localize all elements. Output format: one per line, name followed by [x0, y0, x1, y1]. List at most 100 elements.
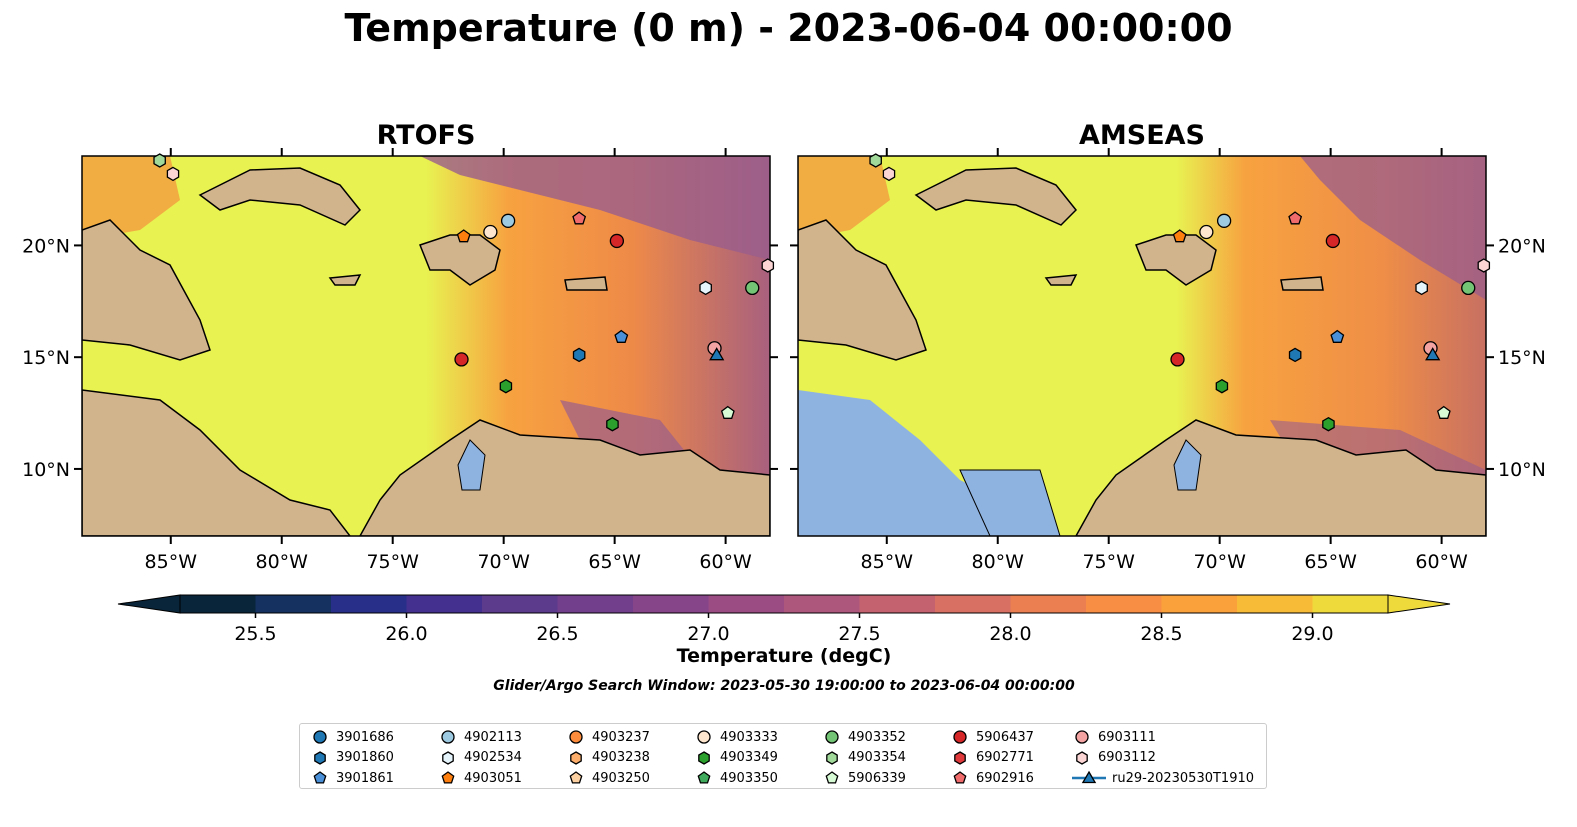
float-marker-4903349: [1215, 378, 1229, 394]
float-marker-5906437: [1325, 233, 1341, 249]
float-marker-4903349: [1322, 416, 1335, 432]
legend-label: 5906339: [848, 770, 906, 786]
colorbar-segment: [482, 595, 558, 613]
legend-entry: 4903352: [820, 727, 906, 747]
legend-label: 4903354: [848, 750, 906, 765]
float-marker-4902113: [1216, 213, 1232, 228]
legend-circle-marker: [441, 730, 455, 744]
colorbar-segment: [1086, 595, 1162, 613]
float-marker-6903112: [761, 258, 775, 273]
legend-label: 4902113: [464, 729, 522, 745]
float-marker-4903352: [745, 280, 760, 296]
legend-entry: 5906339: [820, 768, 906, 788]
legend-entry: 6903111: [1070, 727, 1156, 747]
hexagon-icon: [954, 750, 966, 765]
float-marker-6902916: [1288, 211, 1303, 225]
circle-icon: [825, 730, 839, 744]
legend-entry: ru29-20230530T1910: [1070, 768, 1254, 788]
legend-entry: 4903354: [820, 748, 906, 768]
legend-label: ru29-20230530T1910: [1112, 770, 1255, 786]
float-marker-5906437: [609, 233, 625, 249]
colorbar-segment: [1161, 595, 1238, 613]
colorbar-segment: [859, 595, 936, 613]
legend-pentagon-marker: [825, 771, 839, 784]
lat-tick-label: 20°N: [1498, 235, 1546, 257]
legend-pentagon-marker: [697, 771, 711, 784]
colorbar-tick-label: 25.5: [234, 623, 276, 645]
legend-hexagon-marker: [314, 750, 326, 765]
legend-entry: 4903349: [692, 748, 778, 768]
pentagon-icon: [825, 771, 839, 784]
legend-label: 6902916: [976, 770, 1034, 786]
float-marker-5906339: [720, 405, 735, 419]
colorbar-segment: [633, 595, 709, 613]
colorbar-extend-high: [1387, 594, 1451, 614]
legend-label: 4902534: [464, 750, 522, 765]
colorbar-segment: [935, 595, 1011, 613]
hexagon-icon: [442, 750, 454, 765]
legend-label: 4903238: [592, 750, 650, 765]
legend-circle-marker: [1075, 730, 1089, 744]
float-markers: [153, 153, 1491, 432]
hexagon-icon: [826, 750, 838, 765]
legend-hexagon-marker: [570, 750, 582, 765]
float-marker-6903112: [1477, 258, 1491, 273]
colorbar-segment: [1010, 595, 1087, 613]
colorbar: 25.5 26.0 26.5 27.0 27.5 28.0 28.5 29.0: [117, 594, 1451, 645]
circle-icon: [697, 730, 711, 744]
colorbar-tick-label: 28.0: [989, 623, 1031, 645]
circle-icon: [1075, 730, 1089, 744]
colorbar-segment: [406, 595, 483, 613]
float-marker-3901861: [1330, 329, 1345, 343]
legend-entry: 4903051: [436, 768, 522, 788]
legend-label: 4903352: [848, 729, 906, 745]
float-marker-6903112: [882, 166, 896, 182]
legend-circle-marker: [569, 730, 583, 744]
colorbar-segment: [557, 595, 634, 613]
lat-tick-label: 20°N: [22, 235, 70, 257]
legend-hexagon-marker: [826, 750, 838, 765]
lon-tick-label: 75°W: [1082, 551, 1135, 573]
map-figure: 85°W 80°W 75°W 70°W 65°W 60°W 20°N 15°N 10°N 85°W…: [22, 148, 1546, 645]
float-marker-4902113: [500, 213, 516, 228]
legend-entry: 4902113: [436, 727, 522, 747]
colorbar-extend-low: [117, 594, 181, 614]
pentagon-icon: [569, 771, 583, 784]
legend: 3901686 3901860 3901861 4902113 4902534 49030…: [299, 723, 1267, 789]
float-marker-4902534: [699, 280, 712, 296]
lon-tick-label: 70°W: [1193, 551, 1246, 573]
float-marker-4903354: [869, 153, 882, 168]
legend-label: 3901860: [336, 750, 394, 765]
lon-tick-label: 80°W: [972, 551, 1025, 573]
lat-tick-label: 10°N: [1498, 459, 1546, 481]
panel-title-rtofs: RTOFS: [376, 120, 476, 151]
legend-label: 5906437: [976, 729, 1034, 745]
legend-label: 4903237: [592, 729, 650, 745]
legend-entry: 3901860: [308, 748, 394, 768]
legend-label: 3901861: [336, 770, 394, 786]
legend-pentagon-marker: [441, 771, 455, 784]
legend-label: 6902771: [976, 750, 1034, 765]
float-marker-6903112: [166, 166, 180, 182]
colorbar-segment: [1237, 595, 1313, 613]
float-marker-4903354: [153, 153, 166, 168]
float-marker-ru29-20230530T1910: [709, 347, 725, 361]
legend-entry: 4903350: [692, 768, 778, 788]
legend-label: 4903051: [464, 770, 522, 786]
colorbar-segment: [331, 595, 407, 613]
legend-hexagon-marker: [1076, 750, 1088, 765]
hexagon-icon: [1076, 750, 1088, 765]
circle-icon: [569, 730, 583, 744]
legend-label: 6903111: [1098, 729, 1156, 745]
legend-hexagon-marker: [698, 750, 710, 765]
legend-entry: 5906437: [948, 727, 1034, 747]
colorbar-tick-label: 27.5: [838, 623, 880, 645]
float-marker-4903051: [1172, 229, 1187, 243]
colorbar-segment: [708, 595, 785, 613]
float-marker-4903333: [483, 224, 498, 240]
float-marker-4903333: [1199, 224, 1214, 240]
float-marker-3901861: [614, 329, 629, 343]
colorbar-tick-label: 27.0: [687, 623, 729, 645]
colorbar-tick-label: 29.0: [1291, 623, 1333, 645]
lon-tick-label: 70°W: [477, 551, 530, 573]
